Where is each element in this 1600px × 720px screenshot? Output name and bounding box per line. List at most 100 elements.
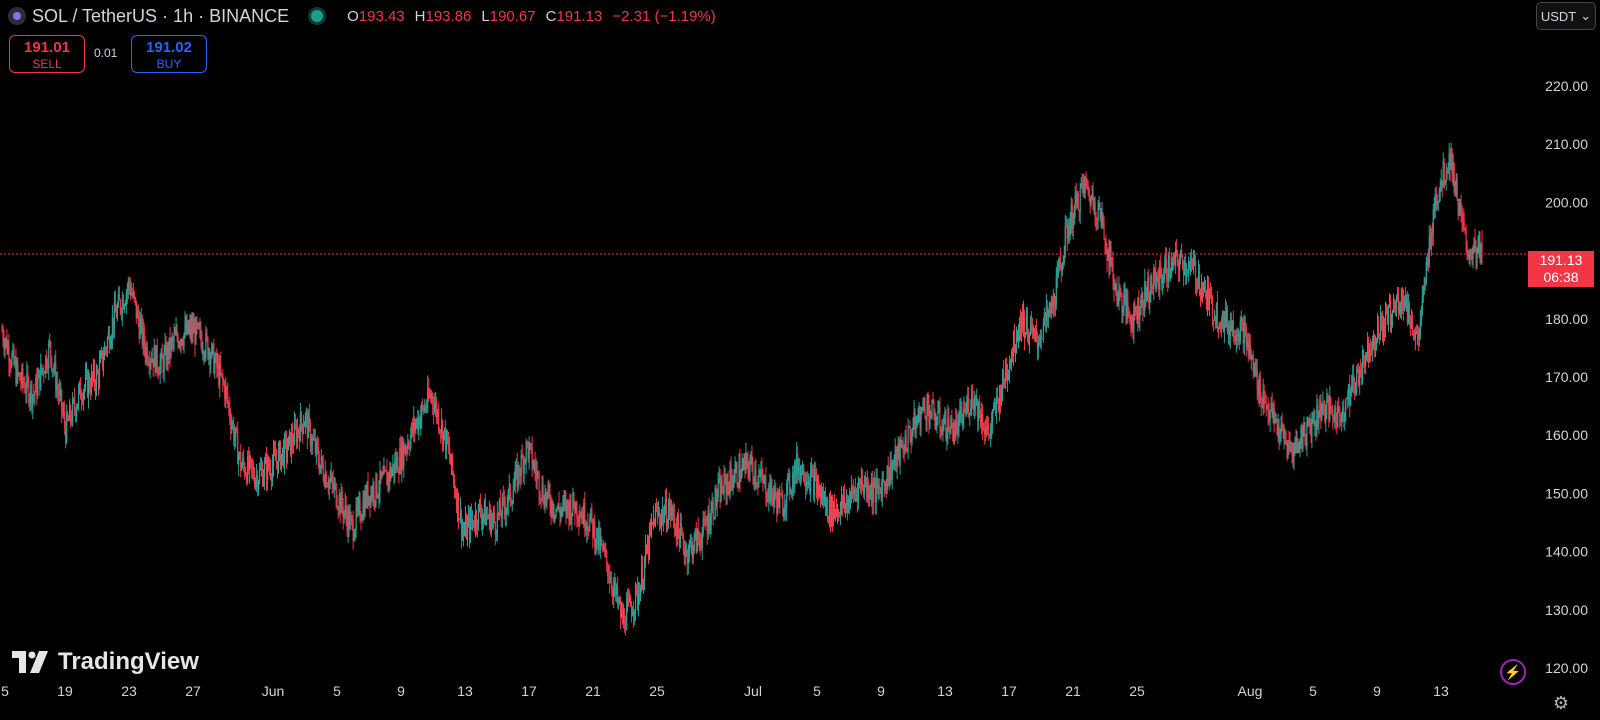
candle-body <box>1382 324 1385 337</box>
candle-body <box>72 399 74 422</box>
candle-body <box>1203 281 1206 288</box>
candle-body <box>495 534 497 536</box>
candle-body <box>629 597 631 601</box>
candle-body <box>957 423 959 436</box>
sell-button[interactable]: 191.01 SELL <box>9 35 85 73</box>
candle-body <box>1146 291 1148 299</box>
candle-body <box>68 419 70 421</box>
candle-body <box>1481 242 1483 254</box>
candle-body <box>250 456 252 460</box>
candle-body <box>593 521 595 538</box>
candle-body <box>573 492 575 507</box>
gear-icon[interactable]: ⚙ <box>1552 693 1570 713</box>
tradingview-logo[interactable]: TradingView <box>12 648 199 676</box>
candle-body <box>952 422 954 442</box>
candle-body <box>379 470 381 492</box>
candle-body <box>425 406 427 409</box>
bolt-icon[interactable]: ⚡ <box>1500 659 1526 685</box>
candle-body <box>839 505 842 518</box>
candle-body <box>478 503 481 505</box>
x-tick-label: 21 <box>1065 683 1081 699</box>
candle-body <box>855 491 857 493</box>
candle-body <box>105 348 108 350</box>
candle-body <box>1442 162 1444 187</box>
candle-body <box>1285 443 1287 445</box>
candle-body <box>113 302 115 329</box>
candle-body <box>467 516 470 523</box>
candle-body <box>151 358 153 363</box>
candle-body <box>700 545 702 549</box>
candle-body <box>831 496 834 524</box>
candle-body <box>341 491 343 508</box>
candle-body <box>444 427 446 432</box>
candle-body <box>358 500 360 503</box>
candle-body <box>29 398 31 403</box>
buy-button[interactable]: 191.02 BUY <box>131 35 207 73</box>
candle-body <box>1069 222 1071 236</box>
candle-body <box>881 482 883 500</box>
candle-body <box>1388 300 1391 306</box>
candle-body <box>52 368 54 371</box>
candle-body <box>532 467 534 469</box>
candle-body <box>1116 287 1118 304</box>
candle-body <box>11 354 13 366</box>
candle-body <box>610 581 612 583</box>
candle-body <box>1044 312 1046 321</box>
candle-body <box>867 482 869 498</box>
candle-body <box>1261 407 1263 409</box>
candle-body <box>1099 202 1101 218</box>
candle-body <box>1200 283 1203 298</box>
candle-body <box>623 612 625 624</box>
symbol-title[interactable]: SOL / TetherUS · 1h · BINANCE <box>32 5 290 26</box>
candle-body <box>1167 279 1169 283</box>
candle-body <box>1027 334 1030 345</box>
candle-body <box>468 516 471 537</box>
candle-body <box>1464 228 1466 232</box>
candle-body <box>93 366 96 384</box>
candle-body <box>729 467 731 495</box>
candle-body <box>1474 238 1476 249</box>
candle-body <box>51 357 53 371</box>
candle-body <box>1220 326 1223 328</box>
candle-body <box>989 433 991 437</box>
candle-body <box>309 421 311 446</box>
candle-body <box>1185 261 1187 275</box>
y-tick-label: 170.00 <box>1545 369 1588 385</box>
candle-body <box>23 382 25 385</box>
candle-body <box>966 403 968 414</box>
candle-body <box>236 428 238 432</box>
candle-body <box>118 294 120 301</box>
currency-selector[interactable]: USDT ⌄ <box>1536 2 1596 30</box>
candle-body <box>854 490 856 493</box>
candle-body <box>1349 384 1351 406</box>
candle-body <box>1197 271 1200 286</box>
candle-body <box>564 500 566 502</box>
candle-body <box>677 514 679 531</box>
candle-body <box>982 414 984 430</box>
candle-body <box>695 529 697 552</box>
candle-body <box>935 423 937 427</box>
candle-body <box>1031 326 1034 333</box>
candle-body <box>246 475 248 483</box>
candle-body <box>1350 389 1352 406</box>
candle-body <box>1238 332 1240 342</box>
candle-body <box>1463 220 1465 229</box>
candle-body <box>546 492 548 502</box>
candle-body <box>1001 370 1004 394</box>
candle-body <box>361 517 363 521</box>
candle-body <box>247 455 249 483</box>
x-tick-label: 17 <box>521 683 537 699</box>
candle-body <box>1441 181 1443 187</box>
candle-body <box>846 499 849 512</box>
candle-body <box>58 389 60 397</box>
candle-body <box>1325 414 1327 422</box>
candle-body <box>553 514 555 516</box>
candle-body <box>1320 400 1322 420</box>
candle-body <box>1184 261 1186 276</box>
candle-body <box>1191 262 1194 269</box>
candle-body <box>1149 296 1151 303</box>
candle-body <box>220 363 222 374</box>
candle-body <box>981 414 983 426</box>
candle-body <box>281 447 284 455</box>
